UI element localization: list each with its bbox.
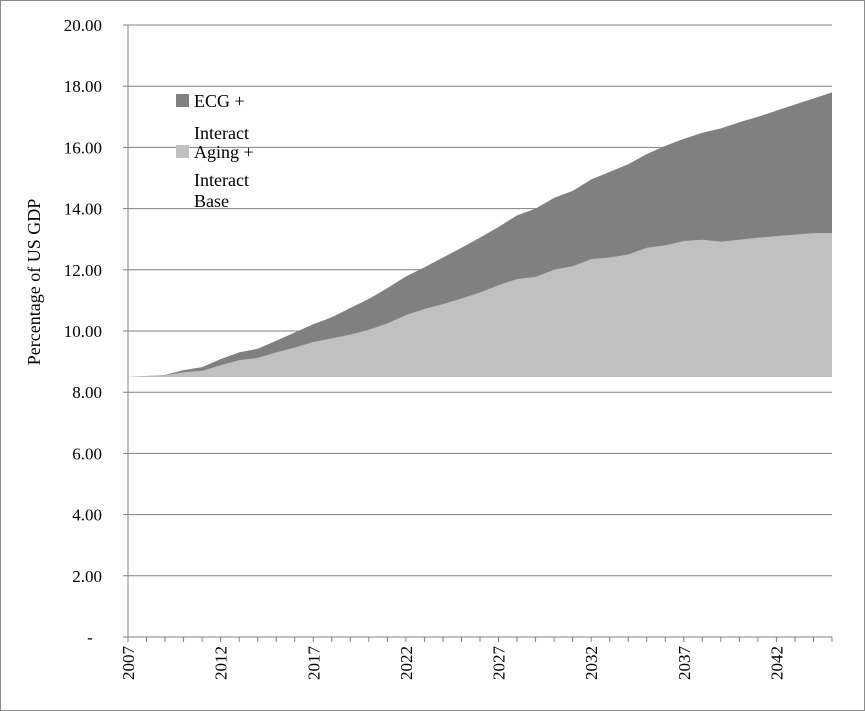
legend: ECG + Interact Aging + Interact Base [176, 91, 254, 211]
y-tick-label: 2.00 [72, 567, 102, 586]
y-tick-label: 18.00 [64, 77, 102, 96]
y-tick-label: - [87, 628, 93, 647]
x-tick-label: 2007 [119, 646, 138, 681]
legend-label-ecg-line1: ECG + [194, 91, 245, 111]
x-tick-labels: 2007 2012 2017 2022 2027 2032 2037 2042 [119, 646, 786, 681]
x-tick-label: 2027 [490, 646, 509, 681]
x-tick-label: 2032 [582, 646, 601, 680]
y-tick-label: 4.00 [72, 506, 102, 525]
area-aging-interact-base [128, 233, 832, 377]
y-tick-label: 8.00 [72, 383, 102, 402]
y-axis-label: Percentage of US GDP [24, 199, 44, 365]
x-tick-label: 2012 [212, 646, 231, 680]
y-tick-label: 14.00 [64, 200, 102, 219]
legend-swatch-ecg [176, 94, 189, 107]
legend-label-aging-line3: Base [194, 191, 229, 211]
area-series [128, 92, 832, 377]
x-tick-label: 2017 [304, 646, 323, 681]
y-tick-label: 12.00 [64, 261, 102, 280]
legend-label-ecg-line2: Interact [194, 123, 249, 143]
y-tick-label: 10.00 [64, 322, 102, 341]
x-tick-label: 2022 [397, 646, 416, 680]
x-tick-label: 2042 [767, 646, 786, 680]
legend-label-aging-line2: Interact [194, 170, 249, 190]
y-tick-label: 16.00 [64, 138, 102, 157]
axes [123, 24, 833, 642]
legend-swatch-aging [176, 145, 189, 158]
x-tick-label: 2037 [675, 646, 694, 681]
y-tick-labels: - 2.00 4.00 6.00 8.00 10.00 12.00 14.00 16.00 18.… [64, 16, 102, 647]
y-tick-label: 20.00 [64, 16, 102, 35]
y-tick-label: 6.00 [72, 444, 102, 463]
legend-label-aging-line1: Aging + [194, 142, 254, 162]
